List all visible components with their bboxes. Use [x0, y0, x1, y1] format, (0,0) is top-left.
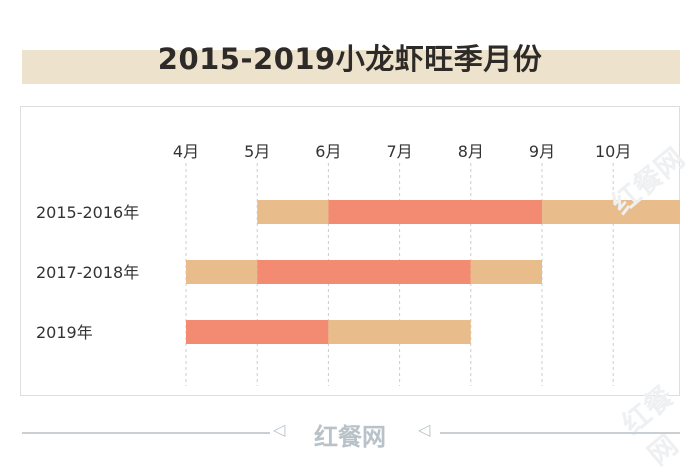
bar-segment-season — [328, 320, 471, 344]
row-label: 2019年 — [36, 323, 93, 342]
bar-segment-season — [257, 200, 329, 224]
footer-line-right — [440, 432, 680, 434]
footer-brand: 红餐网 — [314, 423, 386, 451]
footer-arrow-left-icon: ◁ — [273, 420, 286, 439]
footer-arrow-right-icon: ◁ — [418, 420, 431, 439]
month-tick-label: 6月 — [315, 142, 341, 161]
month-tick-label: 9月 — [529, 142, 555, 161]
chart-frame — [20, 106, 680, 396]
month-tick-label: 4月 — [173, 142, 199, 161]
footer-line-left — [22, 432, 270, 434]
row-label: 2017-2018年 — [36, 263, 139, 282]
bar-segment-season — [470, 260, 542, 284]
month-tick-label: 10月 — [595, 142, 631, 161]
chart-title: 2015-2019小龙虾旺季月份 — [157, 42, 543, 76]
title-band — [22, 50, 680, 84]
bar-segment-peak — [328, 200, 542, 224]
month-tick-label: 5月 — [244, 142, 270, 161]
bar-segment-season — [542, 200, 680, 224]
month-tick-label: 7月 — [387, 142, 413, 161]
month-tick-label: 8月 — [458, 142, 484, 161]
bar-segment-peak — [186, 320, 329, 344]
row-label: 2015-2016年 — [36, 203, 139, 222]
bar-segment-season — [186, 260, 258, 284]
bar-segment-peak — [257, 260, 471, 284]
